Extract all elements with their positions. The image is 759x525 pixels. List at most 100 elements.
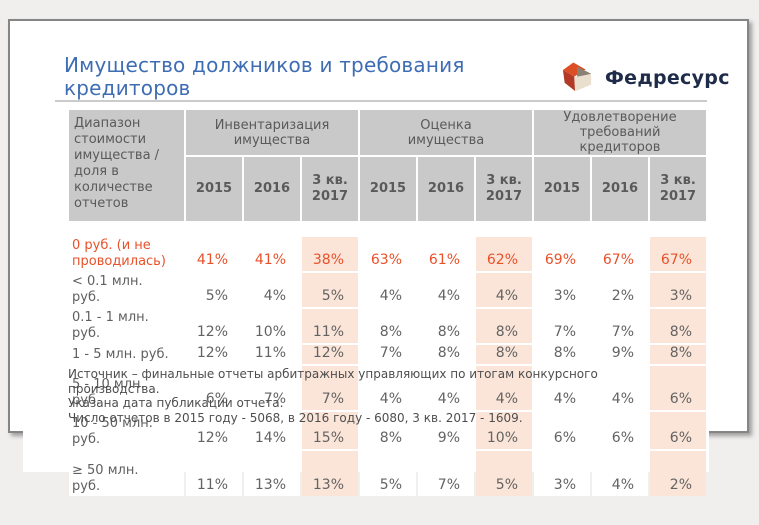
footnote-line-counts: Число отчетов в 2015 году - 5068, в 2016…	[68, 410, 523, 425]
year-header-2016: 2016	[418, 157, 474, 221]
group-header-inventory: Инвентаризация имущества	[186, 110, 358, 155]
table-row: 1 - 5 млн. руб. 12% 11% 12% 7% 8% 8% 8% …	[69, 345, 706, 364]
page-title: Имущество должников и требования кредито…	[64, 53, 465, 100]
value-cell: 4%	[534, 366, 590, 410]
value-cell: 5%	[302, 273, 358, 307]
value-cell: 6%	[534, 412, 590, 449]
value-cell: 6%	[592, 412, 648, 449]
year-header-3q2017: 3 кв. 2017	[650, 157, 706, 221]
value-cell: 4%	[418, 366, 474, 410]
value-cell: 3%	[534, 451, 590, 496]
value-cell: 12%	[302, 345, 358, 364]
value-cell: 4%	[244, 273, 300, 307]
value-cell: 15%	[302, 412, 358, 449]
year-header-2015: 2015	[534, 157, 590, 221]
value-cell: 2%	[650, 451, 706, 496]
value-cell: 8%	[360, 309, 416, 343]
row-label: 1 - 5 млн. руб.	[69, 345, 184, 364]
value-cell: 8%	[476, 345, 532, 364]
value-cell: 7%	[360, 345, 416, 364]
row-label: 5 - 10 млн. руб.	[69, 366, 184, 410]
year-header-3q2017: 3 кв. 2017	[476, 157, 532, 221]
value-cell: 67%	[650, 237, 706, 271]
value-cell: 4%	[592, 366, 648, 410]
value-cell: 67%	[592, 237, 648, 271]
value-cell: 4%	[476, 273, 532, 307]
value-cell: 9%	[418, 412, 474, 449]
table-row: < 0.1 млн. руб. 5% 4% 5% 4% 4% 4% 3% 2% …	[69, 273, 706, 307]
year-header-2015: 2015	[186, 157, 242, 221]
value-cell: 12%	[186, 412, 242, 449]
value-cell: 11%	[244, 345, 300, 364]
table-row: 0.1 - 1 млн. руб. 12% 10% 11% 8% 8% 8% 7…	[69, 309, 706, 343]
value-cell: 7%	[244, 366, 300, 410]
value-cell: 7%	[592, 309, 648, 343]
footnote-line-source: Источник – финальные отчеты арбитражных …	[68, 367, 598, 396]
data-table: Диапазон стоимости имущества / доля в ко…	[67, 108, 708, 498]
year-header-row: 2015 2016 3 кв. 2017 2015 2016 3 кв. 201…	[69, 157, 706, 221]
logo-text: Федресурс	[605, 67, 730, 89]
value-cell: 5%	[186, 273, 242, 307]
value-cell: 8%	[650, 309, 706, 343]
value-cell: 12%	[186, 345, 242, 364]
value-cell: 8%	[418, 309, 474, 343]
year-header-2016: 2016	[592, 157, 648, 221]
row-label: ≥ 50 млн. руб.	[69, 451, 184, 496]
table-row: 0 руб. (и не проводилась) 41% 41% 38% 63…	[69, 237, 706, 271]
value-cell: 4%	[592, 451, 648, 496]
value-cell: 6%	[650, 412, 706, 449]
source-note: Источник – финальные отчеты арбитражных …	[68, 367, 638, 425]
value-cell: 69%	[534, 237, 590, 271]
value-cell: 8%	[360, 412, 416, 449]
value-cell: 8%	[650, 345, 706, 364]
value-cell: 14%	[244, 412, 300, 449]
value-cell: 4%	[360, 273, 416, 307]
value-cell: 5%	[360, 451, 416, 496]
year-header-2015: 2015	[360, 157, 416, 221]
value-cell: 61%	[418, 237, 474, 271]
fedresurs-logo: Федресурс	[562, 58, 730, 98]
value-cell: 38%	[302, 237, 358, 271]
fedresurs-cube-icon	[562, 61, 596, 96]
value-cell: 12%	[186, 309, 242, 343]
value-cell: 7%	[418, 451, 474, 496]
value-cell: 11%	[186, 451, 242, 496]
value-cell: 2%	[592, 273, 648, 307]
group-header-row: Диапазон стоимости имущества / доля в ко…	[69, 110, 706, 221]
year-header-3q2017: 3 кв. 2017	[302, 157, 358, 221]
value-cell: 3%	[650, 273, 706, 307]
row-label: 0 руб. (и не проводилась)	[69, 237, 184, 271]
value-cell: 3%	[534, 273, 590, 307]
value-cell: 7%	[534, 309, 590, 343]
row-label: 10 - 50 млн. руб.	[69, 412, 184, 449]
value-cell: 10%	[244, 309, 300, 343]
value-cell: 8%	[418, 345, 474, 364]
table-gap-row	[69, 223, 706, 235]
group-header-satisfaction: Удовлетворение требований кредиторов	[534, 110, 706, 155]
value-cell: 8%	[476, 309, 532, 343]
value-cell: 62%	[476, 237, 532, 271]
title-divider	[55, 100, 707, 102]
value-cell: 5%	[476, 451, 532, 496]
row-label: < 0.1 млн. руб.	[69, 273, 184, 307]
value-cell: 11%	[302, 309, 358, 343]
table-row: 10 - 50 млн. руб. 12% 14% 15% 8% 9% 10% …	[69, 412, 706, 449]
year-header-2016: 2016	[244, 157, 300, 221]
value-cell: 6%	[186, 366, 242, 410]
value-cell: 4%	[476, 366, 532, 410]
value-cell: 13%	[302, 451, 358, 496]
corner-header: Диапазон стоимости имущества / доля в ко…	[69, 110, 184, 221]
value-cell: 13%	[244, 451, 300, 496]
footnote-line-date: Указана дата публикации отчета.	[68, 396, 284, 411]
table-panel: Диапазон стоимости имущества / доля в ко…	[23, 106, 709, 496]
value-cell: 10%	[476, 412, 532, 449]
table-row: ≥ 50 млн. руб. 11% 13% 13% 5% 7% 5% 3% 4…	[69, 451, 706, 496]
value-cell: 8%	[534, 345, 590, 364]
value-cell: 63%	[360, 237, 416, 271]
value-cell: 7%	[302, 366, 358, 410]
value-cell: 4%	[418, 273, 474, 307]
group-header-valuation: Оценка имущества	[360, 110, 532, 155]
value-cell: 9%	[592, 345, 648, 364]
value-cell: 41%	[244, 237, 300, 271]
